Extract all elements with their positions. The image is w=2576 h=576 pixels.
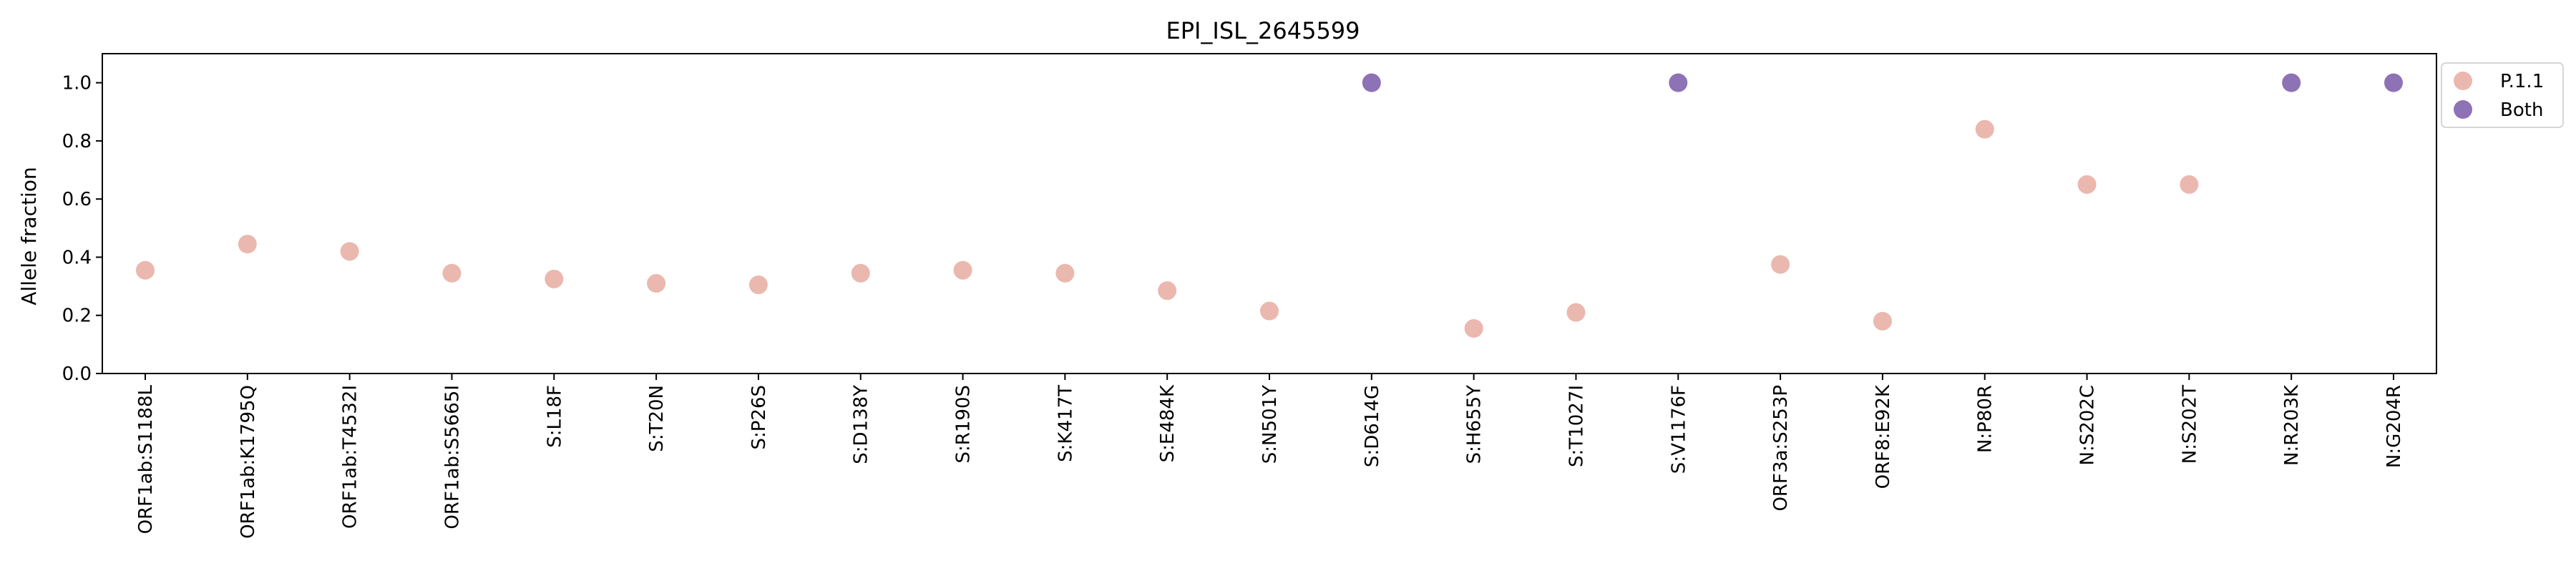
- x-tick-label: S:P26S: [748, 385, 770, 450]
- data-point-p-1-1: [1873, 311, 1892, 331]
- x-tick-label: S:T1027I: [1566, 385, 1587, 467]
- data-point-p-1-1: [1464, 319, 1483, 338]
- data-point-both: [2282, 73, 2301, 92]
- legend-label-both: Both: [2500, 99, 2543, 121]
- x-tick-label: ORF1ab:T4532I: [340, 385, 361, 529]
- x-tick-label: N:S202C: [2077, 385, 2099, 466]
- x-tick-label: N:R203K: [2281, 384, 2303, 466]
- x-tick-label: S:L18F: [544, 385, 565, 448]
- x-tick-label: ORF8:E92K: [1873, 384, 1894, 489]
- x-tick-label: S:T20N: [646, 385, 668, 452]
- x-tick-label: ORF1ab:S5665I: [441, 385, 463, 529]
- data-point-p-1-1: [2077, 175, 2097, 194]
- x-tick-label: N:P80R: [1975, 385, 1996, 453]
- x-tick-label: S:R190S: [953, 385, 975, 463]
- y-tick-label: 0.0: [62, 363, 92, 385]
- x-tick-label: ORF1ab:K1795Q: [238, 385, 259, 539]
- chart-title: EPI_ISL_2645599: [1166, 17, 1360, 44]
- x-tick-label: S:D138Y: [851, 385, 872, 464]
- legend: P.1.1 Both: [2441, 62, 2564, 128]
- y-tick-label: 0.6: [62, 189, 92, 210]
- data-point-p-1-1: [953, 260, 972, 280]
- y-axis-label: Allele fraction: [17, 167, 41, 305]
- y-tick-label: 0.8: [62, 131, 92, 152]
- data-point-both: [1362, 73, 1381, 92]
- plot-area: 0.0 0.2 0.4 0.6 0.8 1.0 ORF1ab:S1188L ORF1ab:K1…: [62, 53, 2437, 539]
- x-tick-label: S:H655Y: [1464, 385, 1485, 464]
- data-point-p-1-1: [442, 263, 462, 283]
- x-tick-label: S:D614G: [1362, 385, 1383, 467]
- data-point-p-1-1: [2180, 175, 2199, 194]
- x-tick-label: S:E484K: [1157, 384, 1179, 462]
- x-tick-label: ORF1ab:S1188L: [135, 384, 157, 534]
- plot-frame: [102, 53, 2437, 374]
- data-point-both: [2384, 73, 2403, 92]
- data-point-p-1-1: [340, 242, 359, 261]
- y-tick-label: 0.2: [62, 306, 92, 327]
- data-point-p-1-1: [1566, 303, 1586, 322]
- y-tick-label: 0.4: [62, 247, 92, 268]
- data-point-p-1-1: [851, 263, 870, 283]
- y-tick-label: 1.0: [62, 73, 92, 94]
- data-point-p-1-1: [136, 260, 155, 280]
- data-point-p-1-1: [1158, 281, 1177, 301]
- data-point-p-1-1: [1055, 263, 1075, 283]
- data-point-p-1-1: [1260, 301, 1279, 321]
- x-tick-label: S:V1176F: [1668, 385, 1689, 474]
- data-point-p-1-1: [748, 275, 768, 295]
- data-point-p-1-1: [238, 235, 257, 254]
- data-point-p-1-1: [647, 274, 666, 293]
- data-point-both: [1669, 73, 1688, 92]
- x-tick-label: N:S202T: [2179, 385, 2200, 464]
- x-tick-label: S:K417T: [1055, 385, 1076, 462]
- x-tick-label: N:G204R: [2384, 385, 2405, 468]
- x-tick-label: S:N501Y: [1259, 385, 1281, 464]
- x-tick-label: ORF3a:S253P: [1770, 385, 1792, 512]
- data-point-p-1-1: [1975, 119, 1994, 139]
- legend-marker-p-1-1: [2454, 72, 2472, 90]
- legend-label-p-1-1: P.1.1: [2500, 71, 2544, 92]
- legend-marker-both: [2454, 100, 2472, 119]
- data-point-p-1-1: [1771, 255, 1790, 274]
- data-point-p-1-1: [545, 269, 564, 288]
